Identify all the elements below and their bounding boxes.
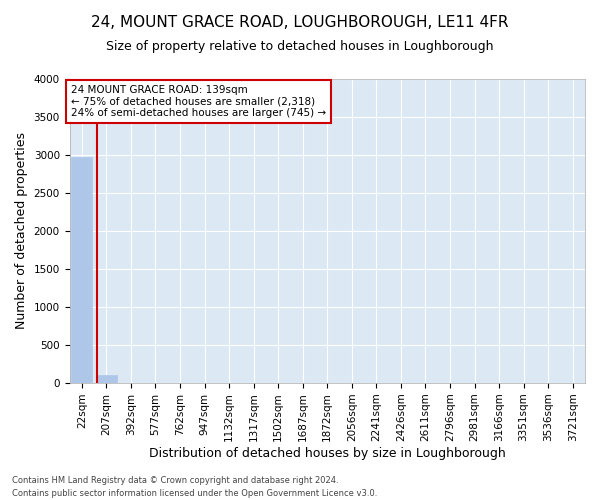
Bar xyxy=(96,374,117,383)
Text: 24, MOUNT GRACE ROAD, LOUGHBOROUGH, LE11 4FR: 24, MOUNT GRACE ROAD, LOUGHBOROUGH, LE11… xyxy=(91,15,509,30)
X-axis label: Distribution of detached houses by size in Loughborough: Distribution of detached houses by size … xyxy=(149,447,506,460)
Bar xyxy=(71,156,92,383)
Text: 24 MOUNT GRACE ROAD: 139sqm
← 75% of detached houses are smaller (2,318)
24% of : 24 MOUNT GRACE ROAD: 139sqm ← 75% of det… xyxy=(71,85,326,118)
Text: Size of property relative to detached houses in Loughborough: Size of property relative to detached ho… xyxy=(106,40,494,53)
Y-axis label: Number of detached properties: Number of detached properties xyxy=(15,132,28,330)
Text: Contains HM Land Registry data © Crown copyright and database right 2024.: Contains HM Land Registry data © Crown c… xyxy=(12,476,338,485)
Text: Contains public sector information licensed under the Open Government Licence v3: Contains public sector information licen… xyxy=(12,488,377,498)
